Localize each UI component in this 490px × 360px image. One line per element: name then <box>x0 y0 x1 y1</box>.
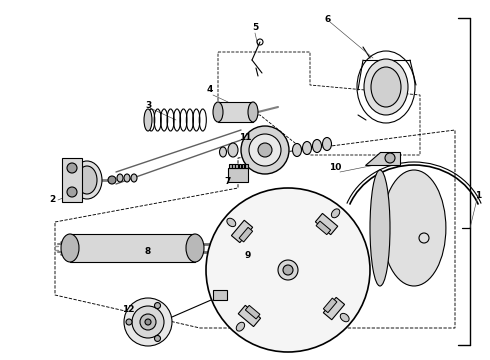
Bar <box>242 164 245 168</box>
Polygon shape <box>323 298 337 312</box>
Circle shape <box>241 126 289 174</box>
Ellipse shape <box>340 314 349 322</box>
Polygon shape <box>316 213 338 235</box>
Bar <box>218 102 253 122</box>
Text: 8: 8 <box>145 248 151 256</box>
Text: 7: 7 <box>225 177 231 186</box>
Circle shape <box>283 265 293 275</box>
Ellipse shape <box>331 209 340 218</box>
Bar <box>62 158 82 202</box>
Ellipse shape <box>144 109 152 131</box>
Bar <box>245 164 247 168</box>
Polygon shape <box>238 305 261 327</box>
Ellipse shape <box>364 59 408 115</box>
Ellipse shape <box>248 102 258 122</box>
Text: 4: 4 <box>207 85 213 94</box>
Text: 12: 12 <box>122 306 134 315</box>
Text: 6: 6 <box>325 15 331 24</box>
Circle shape <box>154 302 161 309</box>
Text: 10: 10 <box>329 163 341 172</box>
Ellipse shape <box>293 144 301 157</box>
Circle shape <box>67 187 77 197</box>
Ellipse shape <box>302 141 312 154</box>
Text: 5: 5 <box>252 23 258 32</box>
Polygon shape <box>239 228 253 242</box>
Circle shape <box>140 314 156 330</box>
Bar <box>70 234 195 262</box>
Bar <box>213 290 227 300</box>
Bar <box>229 164 231 168</box>
Ellipse shape <box>228 143 238 157</box>
Ellipse shape <box>124 174 130 182</box>
Bar <box>232 164 235 168</box>
Ellipse shape <box>313 139 321 153</box>
Ellipse shape <box>186 234 204 262</box>
Ellipse shape <box>370 170 390 286</box>
Ellipse shape <box>220 147 226 157</box>
Circle shape <box>206 188 370 352</box>
Text: 3: 3 <box>145 100 151 109</box>
Polygon shape <box>231 220 253 243</box>
Circle shape <box>145 319 151 325</box>
Polygon shape <box>365 152 400 165</box>
Circle shape <box>67 163 77 173</box>
Ellipse shape <box>61 234 79 262</box>
Circle shape <box>258 143 272 157</box>
Circle shape <box>108 176 116 184</box>
Polygon shape <box>316 221 331 235</box>
Ellipse shape <box>213 102 223 122</box>
Text: 2: 2 <box>49 195 55 204</box>
Circle shape <box>249 134 281 166</box>
Polygon shape <box>245 305 260 319</box>
Ellipse shape <box>131 174 137 182</box>
Text: 11: 11 <box>239 134 251 143</box>
Polygon shape <box>323 297 344 320</box>
Bar <box>239 164 241 168</box>
Circle shape <box>124 298 172 346</box>
Ellipse shape <box>72 161 102 199</box>
Ellipse shape <box>382 170 446 286</box>
Text: 9: 9 <box>245 251 251 260</box>
Circle shape <box>154 336 161 341</box>
Bar <box>235 164 238 168</box>
Ellipse shape <box>236 322 245 331</box>
Text: 1: 1 <box>475 190 481 199</box>
Ellipse shape <box>227 218 236 226</box>
Circle shape <box>278 260 298 280</box>
Ellipse shape <box>77 166 97 194</box>
Circle shape <box>126 319 132 325</box>
Ellipse shape <box>117 174 123 182</box>
Ellipse shape <box>371 67 401 107</box>
Circle shape <box>132 306 164 338</box>
Ellipse shape <box>322 138 332 150</box>
Bar <box>228 168 248 182</box>
Circle shape <box>385 153 395 163</box>
